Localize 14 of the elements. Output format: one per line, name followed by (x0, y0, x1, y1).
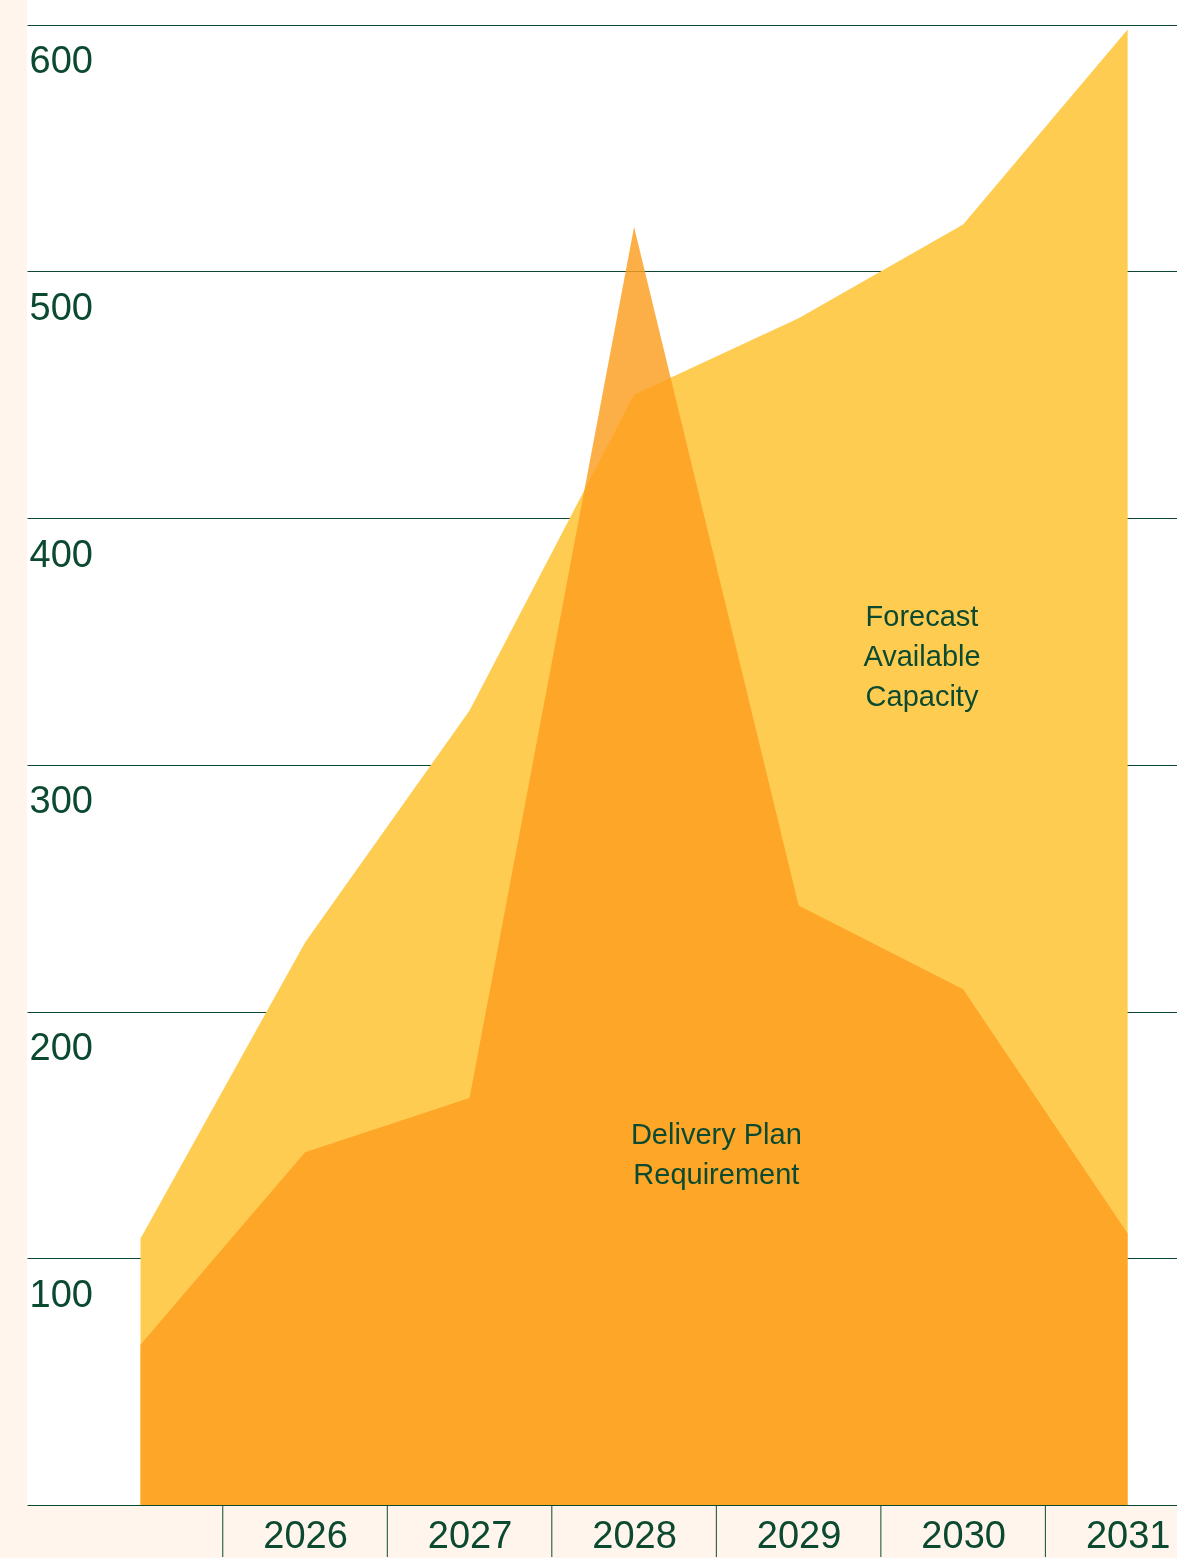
x-tick-label: 2030 (921, 1513, 1006, 1556)
y-tick-label: 100 (29, 1272, 93, 1315)
y-tick-label: 200 (29, 1026, 93, 1069)
x-tick-label: 2028 (592, 1513, 677, 1556)
x-tick-label: 2027 (427, 1513, 513, 1556)
series-label: Delivery Plan Requirement (630, 1117, 802, 1190)
y-tick-label: 300 (29, 779, 93, 822)
series-label: Forecast Available Capacity (863, 599, 981, 712)
y-tick-label: 600 (29, 39, 93, 82)
x-tick-label: 2029 (756, 1513, 842, 1556)
x-tick-label: 2031 (1085, 1513, 1171, 1556)
y-tick-label: 400 (29, 532, 93, 575)
x-tick-label: 2026 (263, 1513, 348, 1556)
y-tick-label: 500 (29, 285, 93, 328)
